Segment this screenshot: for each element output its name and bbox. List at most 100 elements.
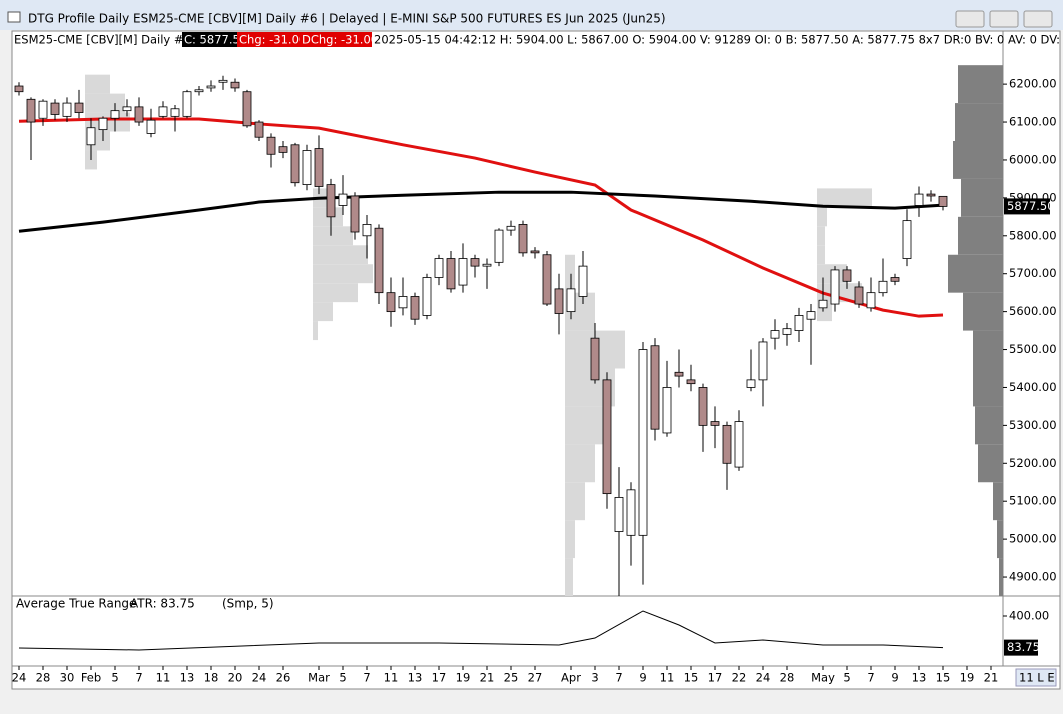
candle-body bbox=[122, 106, 132, 112]
candle-body bbox=[818, 299, 828, 309]
candle-body bbox=[614, 497, 624, 532]
title-bar bbox=[0, 0, 1063, 30]
details-label: 2025-05-15 04:42:12 H: 5904.00 L: 5867.0… bbox=[374, 33, 1063, 47]
change-label: Chg: -31.00 bbox=[239, 33, 306, 47]
candle-body bbox=[782, 328, 792, 335]
x-tick-label: 28 bbox=[780, 671, 795, 685]
profile-bar bbox=[565, 444, 595, 483]
candle-body bbox=[890, 277, 900, 282]
candle-body bbox=[470, 258, 480, 267]
profile-bar bbox=[565, 558, 573, 596]
candle-body bbox=[302, 150, 312, 186]
candle-body bbox=[758, 341, 768, 381]
x-tick-label: 11 bbox=[384, 671, 399, 685]
candle-body bbox=[926, 193, 936, 197]
last-price-box bbox=[1004, 198, 1050, 215]
candle-body bbox=[182, 91, 192, 117]
candle-body bbox=[434, 258, 444, 278]
x-tick-label: 13 bbox=[408, 671, 423, 685]
profile-bar bbox=[817, 207, 827, 227]
x-tick-label: 5 bbox=[339, 671, 346, 685]
candle-body bbox=[878, 280, 888, 294]
right-profile-bar bbox=[955, 103, 1003, 141]
y-tick-label: 5300.00 bbox=[1009, 418, 1057, 432]
corner-button[interactable] bbox=[1015, 668, 1057, 687]
x-tick-label: 7 bbox=[363, 671, 370, 685]
maximize-button[interactable] bbox=[989, 10, 1019, 28]
candle-body bbox=[314, 148, 324, 187]
candle-body bbox=[674, 371, 684, 377]
atr-value-box bbox=[1004, 639, 1038, 656]
candle-body bbox=[458, 258, 468, 286]
x-tick-label: 24 bbox=[252, 671, 267, 685]
candle-body bbox=[626, 489, 636, 536]
y-tick-label: 6200.00 bbox=[1009, 77, 1057, 91]
candle-body bbox=[686, 379, 696, 385]
right-profile-bar bbox=[958, 216, 1003, 255]
candle-body bbox=[602, 379, 612, 495]
candle-body bbox=[218, 79, 228, 83]
profile-bar bbox=[817, 188, 872, 208]
profile-bar bbox=[85, 150, 97, 170]
profile-bar bbox=[817, 245, 825, 265]
profile-bar bbox=[565, 254, 575, 293]
candle-body bbox=[590, 337, 600, 381]
plot-area bbox=[14, 65, 1003, 596]
candle-body bbox=[110, 110, 120, 119]
minimize-button[interactable] bbox=[955, 10, 985, 28]
right-profile-bar bbox=[948, 254, 1003, 293]
candle-body bbox=[254, 121, 264, 138]
profile-bar bbox=[817, 226, 825, 246]
candle-body bbox=[350, 195, 360, 233]
x-tick-label: 30 bbox=[60, 671, 75, 685]
profile-bar bbox=[565, 406, 610, 445]
x-tick-label: Mar bbox=[308, 671, 330, 685]
candle-body bbox=[770, 330, 780, 339]
candle-body bbox=[38, 100, 48, 119]
chart-panel bbox=[11, 30, 1061, 690]
y-tick-label: 5100.00 bbox=[1009, 494, 1057, 508]
x-tick-label: 7 bbox=[135, 671, 142, 685]
candle-body bbox=[554, 288, 564, 314]
right-profile-bar bbox=[999, 558, 1003, 596]
atr-label: ATR: 83.75 bbox=[130, 597, 195, 611]
candle-body bbox=[278, 146, 288, 153]
candle-body bbox=[62, 102, 72, 117]
candle-body bbox=[914, 193, 924, 206]
profile-bar bbox=[817, 283, 862, 303]
candle-body bbox=[866, 292, 876, 309]
close-button[interactable] bbox=[1023, 10, 1053, 28]
candle-body bbox=[566, 288, 576, 313]
candle-body bbox=[86, 127, 96, 146]
right-profile-bar bbox=[975, 406, 1003, 445]
candle-body bbox=[386, 292, 396, 313]
daily-change-box bbox=[300, 32, 372, 47]
y-tick-label: 5600.00 bbox=[1009, 304, 1057, 318]
y-tick-label: 5700.00 bbox=[1009, 266, 1057, 280]
right-profile-bar bbox=[993, 482, 1003, 521]
candle-body bbox=[530, 250, 540, 254]
last-label: C: 5877.50 bbox=[184, 33, 247, 47]
x-tick-label: 18 bbox=[204, 671, 219, 685]
candle-body bbox=[494, 229, 504, 263]
candle-body bbox=[290, 144, 300, 184]
x-tick-label: 13 bbox=[912, 671, 927, 685]
candle-body bbox=[698, 387, 708, 426]
x-tick-label: May bbox=[811, 671, 835, 685]
candle-body bbox=[902, 220, 912, 259]
candle-body bbox=[854, 286, 864, 305]
y-tick-label: 5500.00 bbox=[1009, 342, 1057, 356]
x-tick-label: 9 bbox=[639, 671, 646, 685]
candle-body bbox=[410, 296, 420, 320]
candle-body bbox=[506, 225, 516, 231]
atr-value-label: 83.75 bbox=[1007, 640, 1040, 654]
x-tick-label: 3 bbox=[591, 671, 598, 685]
candle-body bbox=[542, 254, 552, 305]
candle-body bbox=[722, 424, 732, 464]
candle-body bbox=[242, 91, 252, 127]
x-tick-label: 22 bbox=[732, 671, 747, 685]
y-tick-label: 5000.00 bbox=[1009, 532, 1057, 546]
candle-body bbox=[50, 102, 60, 115]
profile-bar bbox=[313, 226, 353, 246]
